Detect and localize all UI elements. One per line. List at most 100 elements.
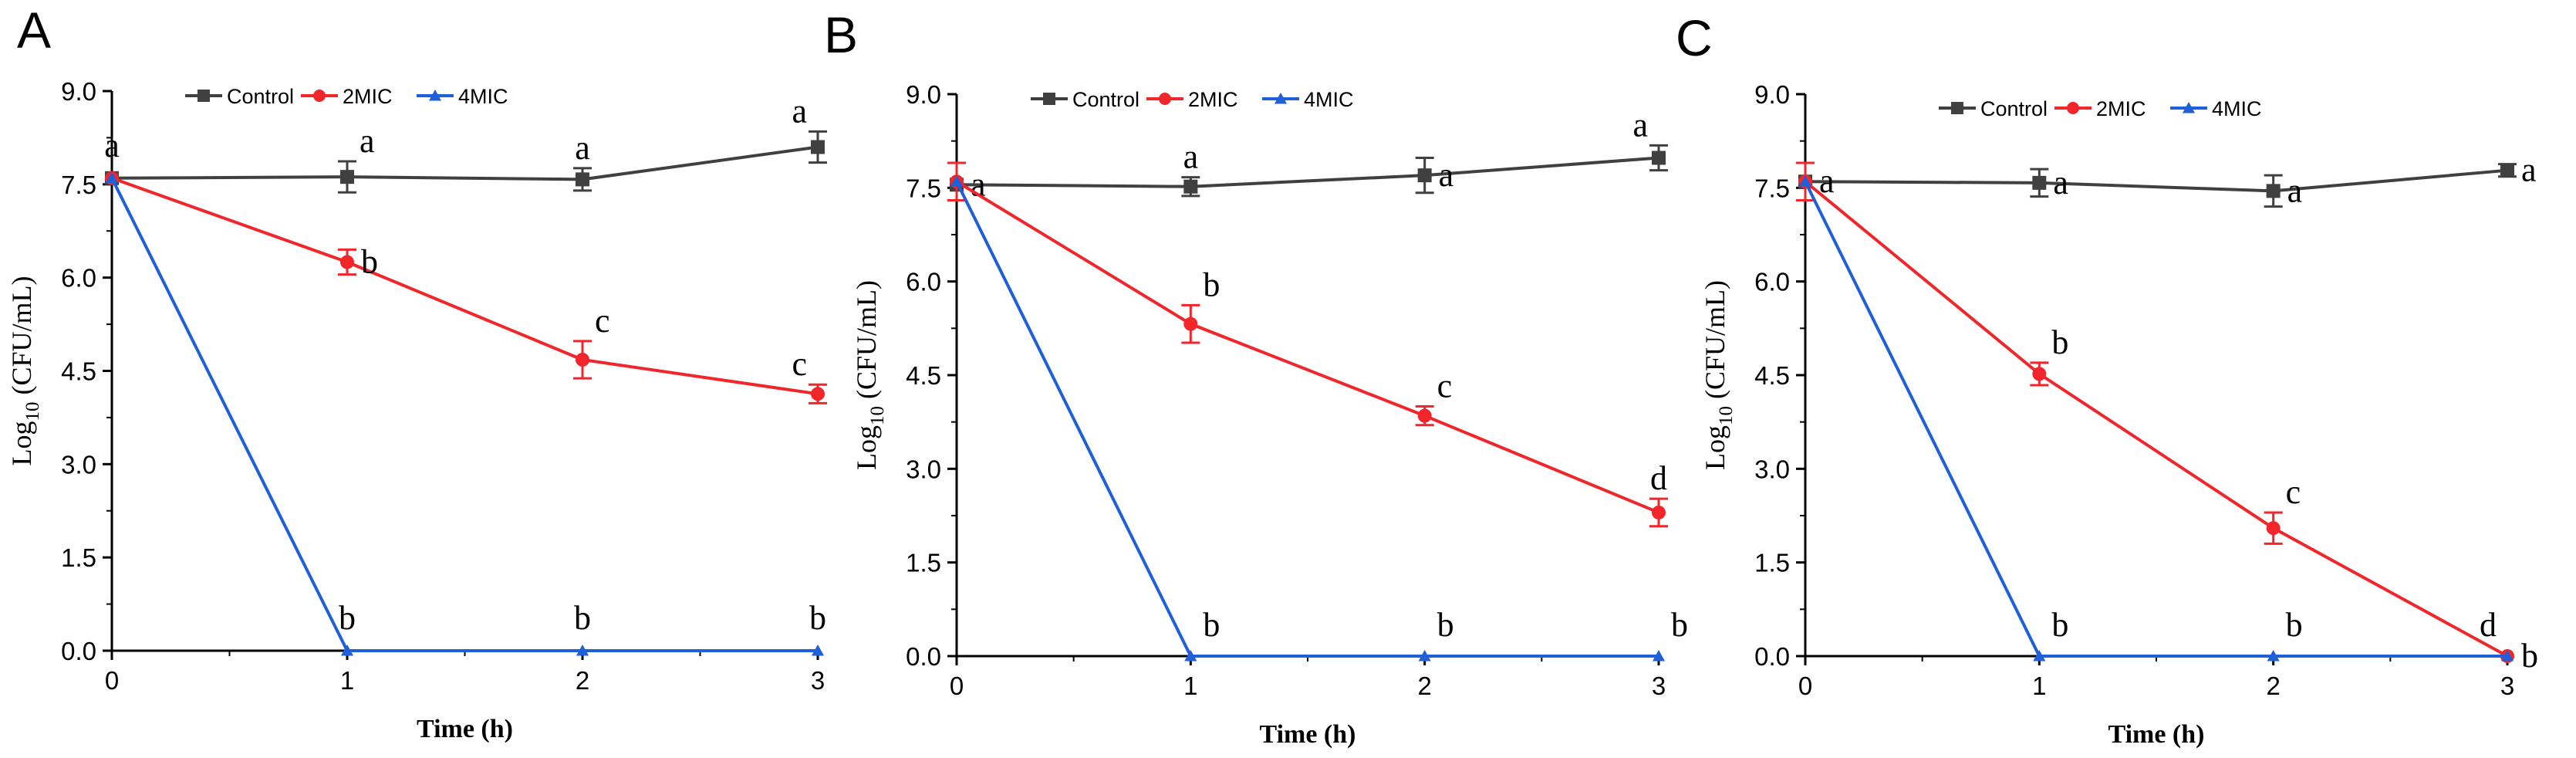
significance-letter: a — [1632, 106, 1648, 144]
data-point — [2266, 521, 2281, 536]
legend-label: 2MIC — [1188, 88, 1238, 111]
legend-label: 4MIC — [1304, 88, 1354, 111]
series-line — [955, 180, 1659, 514]
x-tick-label: 2 — [1417, 672, 1431, 700]
y-tick-label: 0.0 — [61, 637, 96, 665]
legend-swatch-marker — [1159, 93, 1171, 105]
y-tick-label: 6.0 — [61, 264, 96, 293]
significance-letter: b — [1437, 606, 1454, 644]
y-tick-label: 3.0 — [61, 450, 96, 479]
significance-letter: a — [2053, 164, 2068, 201]
x-tick-label: 3 — [811, 666, 825, 695]
y-tick-label: 4.5 — [61, 357, 96, 386]
data-point — [811, 387, 825, 401]
significance-letter: b — [2521, 637, 2538, 675]
data-point — [2500, 649, 2514, 662]
y-axis-title: Log10 (CFU/mL) — [6, 276, 43, 465]
y-axis-title-rest: (CFU/mL) — [6, 276, 37, 401]
data-point — [2266, 184, 2281, 198]
y-tick-label: 9.0 — [906, 80, 941, 109]
x-axis-title: Time (h) — [417, 715, 513, 743]
y-tick-label: 7.5 — [61, 171, 96, 199]
data-point — [1184, 649, 1197, 662]
y-axis-title-main: Log — [1700, 425, 1730, 470]
panel-c: C 0.0 1.5 3.0 4.5 6.0 7.5 9.0 0 1 2 3 Time (h) Log10 … — [1676, 9, 2538, 749]
significance-letter: a — [575, 129, 590, 167]
data-point — [576, 172, 589, 187]
y-tick-label: 1.5 — [61, 543, 96, 572]
y-tick-label: 1.5 — [906, 549, 941, 577]
panel-b: B 0.0 1.5 3.0 4.5 6.0 7.5 9.0 0 1 2 3 Time (h) Log10 … — [824, 6, 1688, 749]
series-line — [1804, 181, 2507, 658]
y-tick-label: 0.0 — [906, 642, 941, 671]
series-line — [956, 156, 1659, 188]
significance-letter: b — [1671, 606, 1688, 644]
significance-letter: d — [1650, 459, 1667, 497]
x-tick-label: 2 — [576, 666, 589, 695]
data-point — [2032, 367, 2047, 381]
legend-label: 4MIC — [458, 85, 508, 108]
y-axis-title-main: Log — [6, 421, 37, 466]
series-4mic: b b b — [950, 175, 1688, 662]
significance-letter: a — [1183, 138, 1199, 176]
x-tick-label: 1 — [2032, 672, 2046, 700]
data-point — [950, 175, 964, 187]
significance-letter: b — [2051, 323, 2068, 361]
legend-swatch-marker — [2182, 101, 2196, 113]
significance-letter: a — [2521, 151, 2537, 189]
x-axis-title: Time (h) — [1260, 720, 1356, 749]
legend-label: 2MIC — [2096, 97, 2146, 120]
x-tick-label: 1 — [1183, 672, 1197, 700]
x-tick-label: 0 — [105, 666, 119, 695]
legend-label: Control — [227, 85, 294, 108]
x-axis-title: Time (h) — [2108, 720, 2205, 749]
legend-label: Control — [1072, 88, 1139, 111]
data-point — [2033, 649, 2046, 662]
series-2mic: b c d — [947, 161, 1668, 528]
panel-label: B — [824, 6, 858, 63]
significance-letter: a — [2287, 171, 2303, 209]
significance-letter: a — [1819, 162, 1835, 200]
data-point — [1652, 649, 1666, 662]
y-tick-label: 3.0 — [906, 455, 941, 483]
legend-swatch-marker — [428, 89, 442, 101]
significance-letter: a — [360, 122, 375, 160]
legend-swatch-marker — [313, 90, 326, 102]
legend-swatch-marker — [1274, 92, 1288, 104]
significance-letter: b — [574, 599, 591, 637]
series-line — [111, 145, 819, 181]
y-axis-title: Log10 (CFU/mL) — [1700, 280, 1737, 470]
series-4mic: b b b — [1798, 175, 2538, 675]
data-point — [811, 644, 825, 656]
significance-letter: b — [361, 243, 378, 281]
data-point — [1417, 168, 1432, 183]
series-line — [111, 176, 819, 396]
series-2mic: b c c — [105, 171, 827, 404]
legend: Control 2MIC 4MIC — [1031, 88, 1354, 111]
data-point — [340, 170, 354, 184]
legend: Control 2MIC 4MIC — [185, 85, 508, 108]
legend-label: 2MIC — [343, 85, 393, 108]
data-point — [1652, 151, 1666, 165]
significance-letter: a — [1439, 156, 1454, 194]
significance-letter: b — [1203, 606, 1220, 644]
significance-letter: c — [792, 345, 807, 383]
data-point — [105, 171, 119, 184]
y-axis-title-sub: 10 — [22, 402, 43, 421]
y-tick-label: 7.5 — [1754, 174, 1790, 202]
y-tick-label: 6.0 — [906, 268, 941, 296]
data-point — [1798, 175, 1812, 187]
significance-letter: b — [339, 599, 356, 637]
panel-a: A 0.0 1.5 3.0 4.5 6.0 7.5 9.0 0 1 2 3 Time (h) Log10 … — [6, 2, 827, 743]
panel-label: A — [17, 2, 51, 59]
x-tick-label: 2 — [2266, 672, 2280, 700]
y-axis-title-sub: 10 — [1716, 406, 1737, 425]
y-tick-label: 9.0 — [1754, 80, 1790, 109]
panel-label: C — [1676, 9, 1713, 66]
series-2mic: b c d — [1796, 161, 2514, 663]
x-tick-label: 0 — [1798, 672, 1812, 700]
significance-letter: b — [2051, 606, 2068, 644]
significance-letter: b — [1203, 266, 1220, 303]
